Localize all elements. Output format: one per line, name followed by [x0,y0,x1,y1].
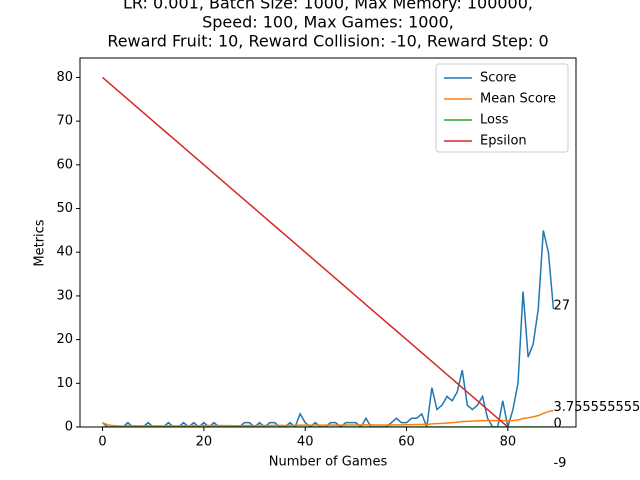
axes-frame [79,57,577,428]
legend-label: Mean Score [480,92,556,107]
legend-label: Loss [480,113,509,128]
y-tick-label: 70 [56,114,73,129]
end-label: -9 [553,456,566,471]
legend-label: Score [480,71,516,86]
x-tick-label: 20 [196,435,213,450]
x-tick-label: 40 [297,435,314,450]
y-tick-label: 10 [56,376,73,391]
legend-box [435,63,569,153]
end-label: 0 [553,417,561,432]
series-line [102,409,554,427]
y-tick-label: 80 [56,70,73,85]
y-tick-label: 20 [56,332,73,347]
title-line: Speed: 100, Max Games: 1000, [202,13,454,32]
x-axis-label: Number of Games [269,455,388,470]
y-tick-label: 60 [56,157,73,172]
x-tick-label: 0 [98,435,106,450]
y-tick-label: 0 [65,420,73,435]
legend-label: Epsilon [480,134,527,149]
x-tick-label: 60 [398,435,415,450]
end-label: 27 [553,299,570,314]
series-line [102,76,510,427]
end-label: 3.7555555555555555 [553,400,640,415]
x-tick-label: 80 [500,435,517,450]
title-line: LR: 0.001, Batch Size: 1000, Max Memory:… [123,0,533,13]
title-line: Reward Fruit: 10, Reward Collision: -10,… [107,32,548,51]
y-tick-label: 40 [56,245,73,260]
y-tick-label: 30 [56,288,73,303]
plot-area [102,76,555,427]
y-axis-label: Metrics [33,219,48,266]
y-tick-label: 50 [56,201,73,216]
